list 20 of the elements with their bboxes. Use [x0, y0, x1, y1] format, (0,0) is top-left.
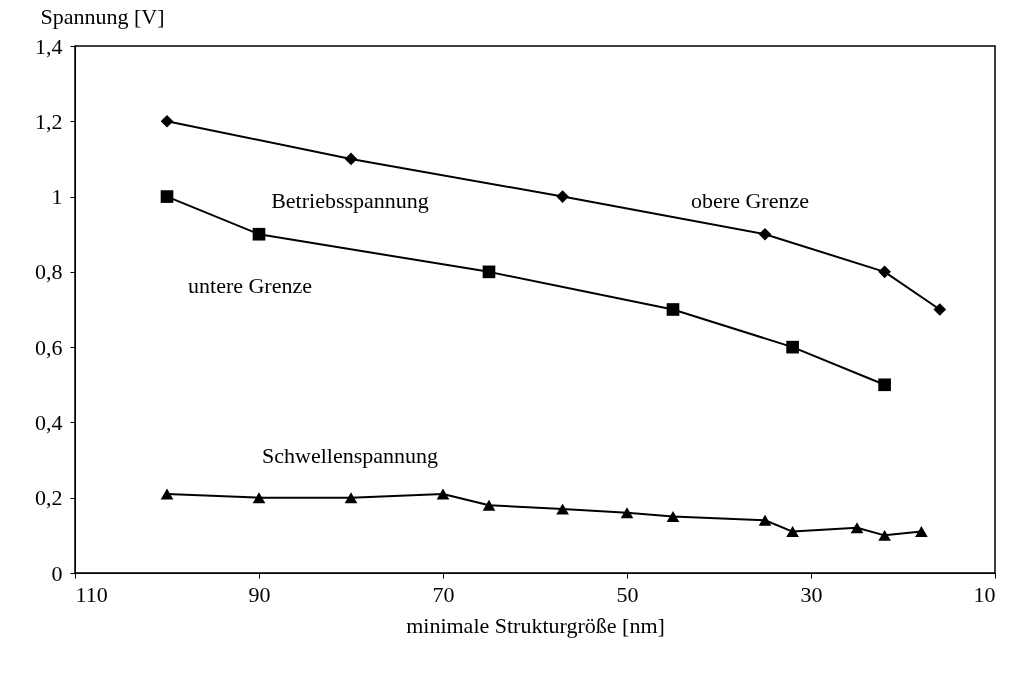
y-tick-label: 0: [51, 560, 63, 586]
x-tick-label: 110: [75, 581, 108, 607]
annotation: Betriebsspannung: [271, 188, 429, 213]
y-tick-label: 1,4: [35, 33, 63, 59]
x-tick-label: 10: [973, 581, 996, 607]
y-tick-label: 1,2: [35, 108, 63, 134]
y-tick-label: 0,2: [35, 485, 63, 511]
y-tick-label: 0,8: [35, 259, 63, 285]
x-axis-title: minimale Strukturgröße [nm]: [406, 612, 665, 638]
y-tick-label: 0,6: [35, 334, 63, 360]
annotation: Schwellenspannung: [262, 443, 438, 468]
x-tick-label: 90: [248, 581, 271, 607]
annotation: untere Grenze: [188, 273, 312, 298]
y-tick-label: 0,4: [35, 409, 63, 435]
x-tick-label: 30: [800, 581, 823, 607]
x-tick-label: 50: [616, 581, 639, 607]
annotation: obere Grenze: [691, 188, 809, 213]
y-axis-title: Spannung [V]: [40, 3, 165, 29]
y-tick-label: 1: [51, 184, 63, 210]
x-tick-label: 70: [432, 581, 455, 607]
